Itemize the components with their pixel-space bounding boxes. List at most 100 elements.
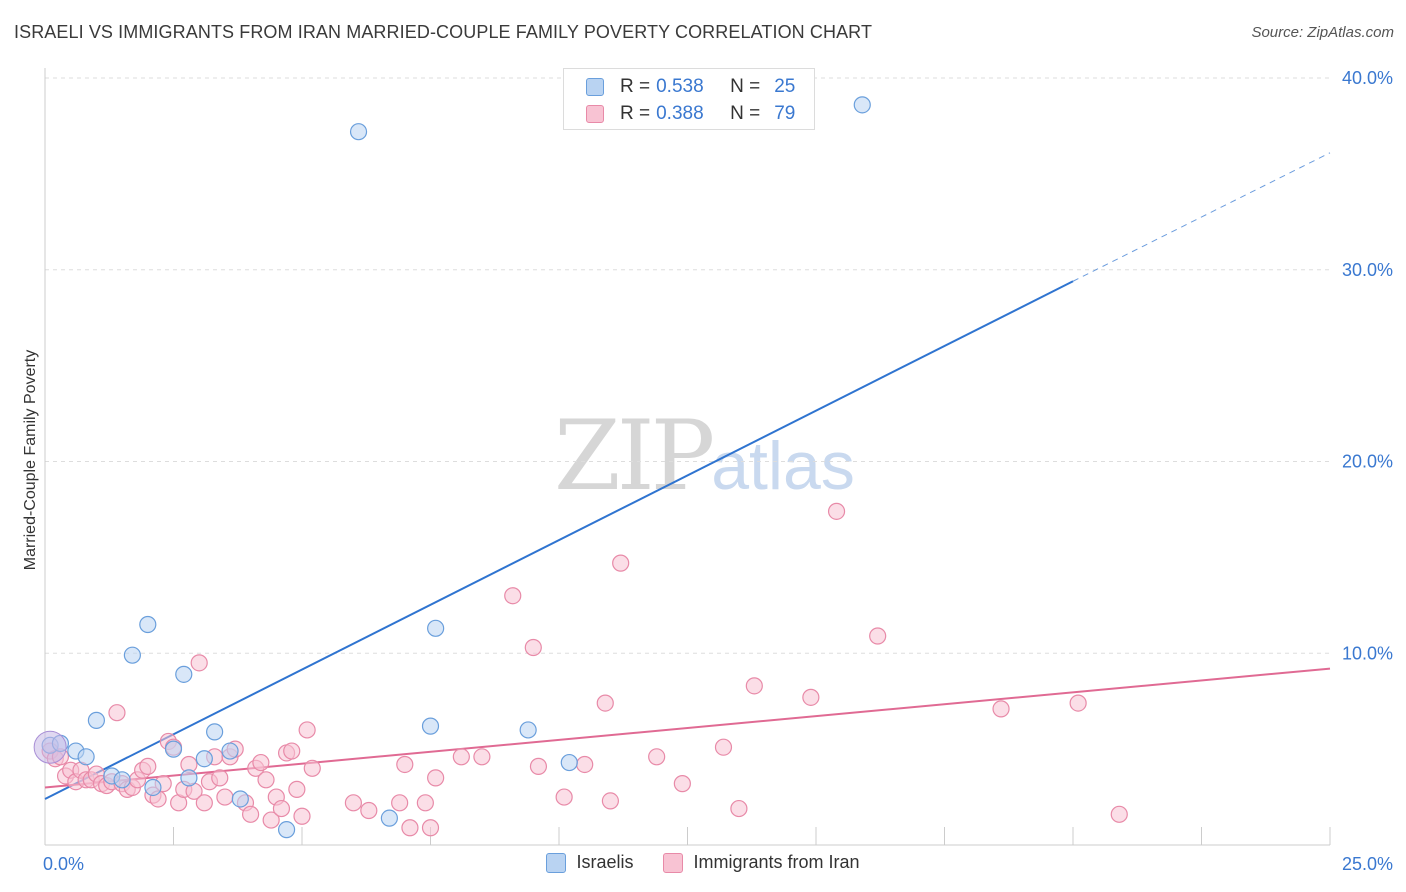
correlation-legend: R = 0.538 N = 25 R = 0.388 N = 79 xyxy=(563,68,815,130)
point-iran xyxy=(730,799,748,818)
point-iran xyxy=(416,794,434,812)
point-iran xyxy=(303,759,321,777)
point-iran xyxy=(288,780,306,798)
source-label: Source: ZipAtlas.com xyxy=(1251,24,1394,41)
point-iran xyxy=(391,794,409,812)
point-israelis xyxy=(144,778,162,797)
point-israelis xyxy=(206,723,224,741)
point-israelis xyxy=(519,721,537,739)
point-israelis xyxy=(87,711,106,729)
point-iran xyxy=(452,748,470,766)
point-israelis xyxy=(560,753,578,772)
point-israelis xyxy=(139,615,157,634)
trend-line-israelis xyxy=(44,280,1074,800)
point-iran xyxy=(272,799,291,818)
x-tick-label-max: 25.0% xyxy=(1342,854,1393,874)
point-iran xyxy=(714,738,733,756)
chart-title: ISRAELI VS IMMIGRANTS FROM IRAN MARRIED-… xyxy=(14,22,873,42)
point-iran xyxy=(108,704,126,722)
legend-swatch-israelis xyxy=(586,78,604,96)
axis-layer xyxy=(44,68,1331,846)
point-iran xyxy=(612,554,630,572)
point-israelis xyxy=(123,646,141,664)
point-iran xyxy=(827,502,846,520)
grid-layer xyxy=(45,77,1330,654)
point-iran xyxy=(421,819,440,837)
y-tick-label: 10.0% xyxy=(1342,643,1393,663)
point-israelis xyxy=(421,717,440,735)
y-tick-label: 20.0% xyxy=(1342,452,1393,472)
point-iran xyxy=(524,638,542,657)
points-layer xyxy=(33,96,1128,839)
legend-row-israelis: R = 0.538 N = 25 xyxy=(586,74,795,100)
series-legend-iran: Immigrants from Iran xyxy=(663,852,860,873)
trend-line-iran xyxy=(44,667,1331,789)
point-iran xyxy=(555,788,573,806)
point-iran xyxy=(427,769,445,787)
point-iran xyxy=(504,587,522,605)
point-iran xyxy=(576,755,594,774)
point-iran xyxy=(298,721,316,739)
point-iran xyxy=(360,801,378,820)
point-israelis xyxy=(180,769,198,787)
trend-line-israelis-projection xyxy=(1072,152,1331,282)
legend-n-label: N = xyxy=(730,103,761,124)
point-iran xyxy=(992,700,1010,718)
legend-n-value: 79 xyxy=(774,103,796,124)
series-swatch-iran xyxy=(663,852,684,873)
point-iran xyxy=(401,819,419,837)
point-iran xyxy=(601,792,620,810)
point-israelis xyxy=(853,96,871,114)
point-israelis xyxy=(195,750,213,768)
point-iran xyxy=(242,805,260,823)
point-iran xyxy=(396,755,414,774)
point-israelis xyxy=(427,619,445,637)
point-iran xyxy=(211,769,229,787)
point-israelis xyxy=(380,809,398,827)
point-iran xyxy=(745,677,763,695)
point-iran xyxy=(596,694,614,712)
point-iran xyxy=(1110,805,1128,823)
point-iran xyxy=(529,757,548,775)
point-iran xyxy=(673,775,691,793)
point-iran xyxy=(283,742,301,760)
watermark: ZIPatlas xyxy=(554,400,855,512)
point-iran xyxy=(344,794,362,812)
series-legend-israelis: Israelis xyxy=(546,852,633,873)
point-iran xyxy=(216,788,234,806)
point-iran xyxy=(648,748,666,766)
series-label-israelis: Israelis xyxy=(576,852,634,872)
legend-r-value: 0.388 xyxy=(656,103,704,124)
point-israelis xyxy=(175,665,193,683)
point-iran xyxy=(293,807,311,825)
legend-r-label: R = xyxy=(620,103,651,124)
point-israelis xyxy=(277,821,296,839)
point-iran xyxy=(869,627,887,645)
legend-r-value: 0.538 xyxy=(656,76,704,97)
point-iran xyxy=(257,771,275,789)
point-israelis xyxy=(77,748,95,766)
point-iran xyxy=(195,794,213,812)
trend-layer xyxy=(44,152,1331,800)
point-israelis xyxy=(113,771,131,789)
point-iran xyxy=(802,688,820,706)
point-iran xyxy=(139,757,157,775)
series-label-iran: Immigrants from Iran xyxy=(693,852,860,872)
point-israelis xyxy=(231,790,249,808)
legend-swatch-iran xyxy=(586,105,604,123)
point-iran xyxy=(1069,694,1087,712)
legend-n-value: 25 xyxy=(774,76,796,97)
point-iran xyxy=(473,748,491,766)
point-cluster xyxy=(33,730,67,764)
watermark-atlas: atlas xyxy=(711,428,855,504)
x-tick-label-min: 0.0% xyxy=(43,854,84,874)
series-swatch-israelis xyxy=(546,852,567,873)
series-legend: Israelis Immigrants from Iran xyxy=(0,852,1406,873)
point-iran xyxy=(252,753,270,772)
y-tick-label: 40.0% xyxy=(1342,68,1393,88)
watermark-zip: ZIP xyxy=(554,400,715,512)
tick-label-layer: 10.0% 20.0% 30.0% 40.0% 0.0% 25.0% xyxy=(43,68,1393,874)
point-israelis xyxy=(349,123,368,141)
legend-n-label: N = xyxy=(730,76,761,97)
